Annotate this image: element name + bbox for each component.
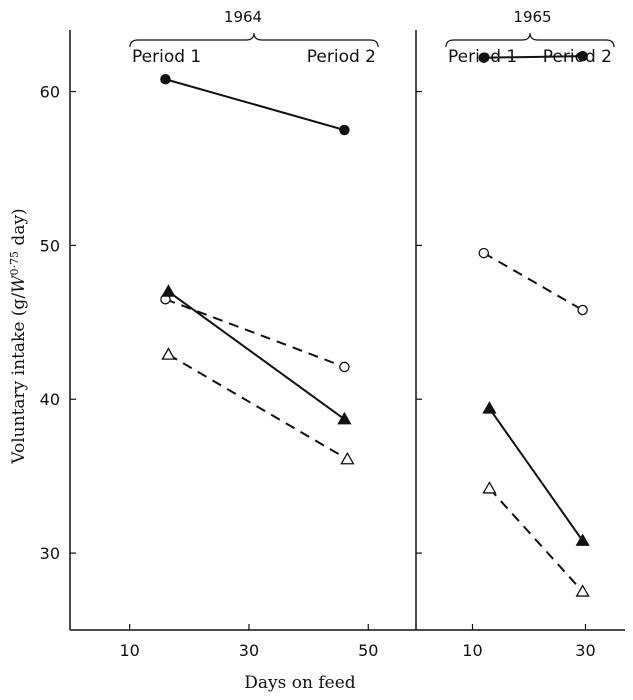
point-1964-filled-circle-1 bbox=[339, 124, 350, 136]
point-1965-open-circle-1 bbox=[577, 304, 588, 316]
point-1964-filled-triangle-0 bbox=[161, 284, 176, 297]
x-tick-label-1965-10: 10 bbox=[462, 641, 482, 660]
period-1-label-1964: Period 1 bbox=[132, 47, 201, 67]
y-axis-label-post: day) bbox=[9, 208, 29, 251]
x-axis-label: Days on feed bbox=[244, 673, 355, 693]
y-tick-label-50: 50 bbox=[40, 236, 60, 255]
point-1964-open-triangle-0 bbox=[161, 347, 176, 360]
x-tick-label-1964-10: 10 bbox=[119, 641, 139, 660]
series-1965-filled-circle bbox=[478, 50, 588, 63]
panel-1964: 1964 Period 1 Period 2 30 40 50 60 10 30 50 bbox=[40, 8, 416, 660]
series-1964-filled-triangle bbox=[161, 284, 352, 425]
point-1965-filled-circle-0 bbox=[478, 52, 490, 63]
y-axis-label-base: W bbox=[9, 274, 29, 293]
series-line-1965-filled-circle bbox=[483, 55, 583, 59]
period-2-label-1964: Period 2 bbox=[307, 47, 376, 67]
period-brace-1965 bbox=[445, 32, 615, 48]
y-axis-label-exponent: 0·75 bbox=[8, 251, 21, 276]
y-axis-label: Voluntary intake (g/W0·75 day) bbox=[8, 208, 29, 464]
y-tick-label-40: 40 bbox=[40, 390, 60, 409]
point-1964-filled-circle-0 bbox=[160, 73, 171, 85]
series-1965-open-triangle bbox=[482, 481, 590, 597]
y-axis-label-pre: Voluntary intake (g/ bbox=[9, 293, 29, 465]
panel-title-1965: 1965 bbox=[513, 8, 551, 26]
series-1965-filled-triangle bbox=[482, 401, 590, 546]
series-line-1964-filled-circle bbox=[165, 78, 345, 131]
y-tick-label-30: 30 bbox=[40, 544, 60, 563]
point-1965-filled-circle-1 bbox=[577, 50, 588, 62]
point-1964-filled-triangle-1 bbox=[337, 411, 352, 425]
series-1964-open-triangle bbox=[161, 347, 355, 465]
period-brace-1964 bbox=[129, 32, 379, 48]
point-1965-open-circle-0 bbox=[478, 247, 490, 259]
panel-1965: 1965 Period 1 Period 2 10 30 bbox=[415, 8, 625, 660]
x-tick-label-1964-50: 50 bbox=[358, 641, 378, 660]
y-tick-label-60: 60 bbox=[40, 83, 60, 102]
series-1964-open-circle bbox=[160, 293, 350, 373]
x-tick-label-1964-30: 30 bbox=[239, 641, 259, 660]
series-1965-open-circle bbox=[478, 247, 588, 316]
point-1965-filled-triangle-1 bbox=[575, 533, 590, 546]
point-1965-filled-triangle-0 bbox=[482, 401, 497, 414]
series-line-1964-open-triangle bbox=[167, 353, 348, 461]
series-line-1965-filled-triangle bbox=[488, 407, 584, 542]
point-1964-open-circle-1 bbox=[339, 361, 350, 373]
panel-title-1964: 1964 bbox=[224, 8, 262, 26]
point-1964-open-triangle-1 bbox=[340, 451, 355, 465]
series-line-1964-filled-triangle bbox=[167, 290, 346, 421]
series-1964-filled-circle bbox=[160, 73, 350, 136]
point-1965-open-triangle-1 bbox=[575, 584, 590, 597]
series-line-1964-open-circle bbox=[165, 298, 345, 368]
x-tick-label-1965-30: 30 bbox=[575, 641, 595, 660]
series-line-1965-open-triangle bbox=[488, 487, 584, 593]
point-1965-open-triangle-0 bbox=[482, 481, 497, 494]
series-line-1965-open-circle bbox=[483, 252, 584, 311]
